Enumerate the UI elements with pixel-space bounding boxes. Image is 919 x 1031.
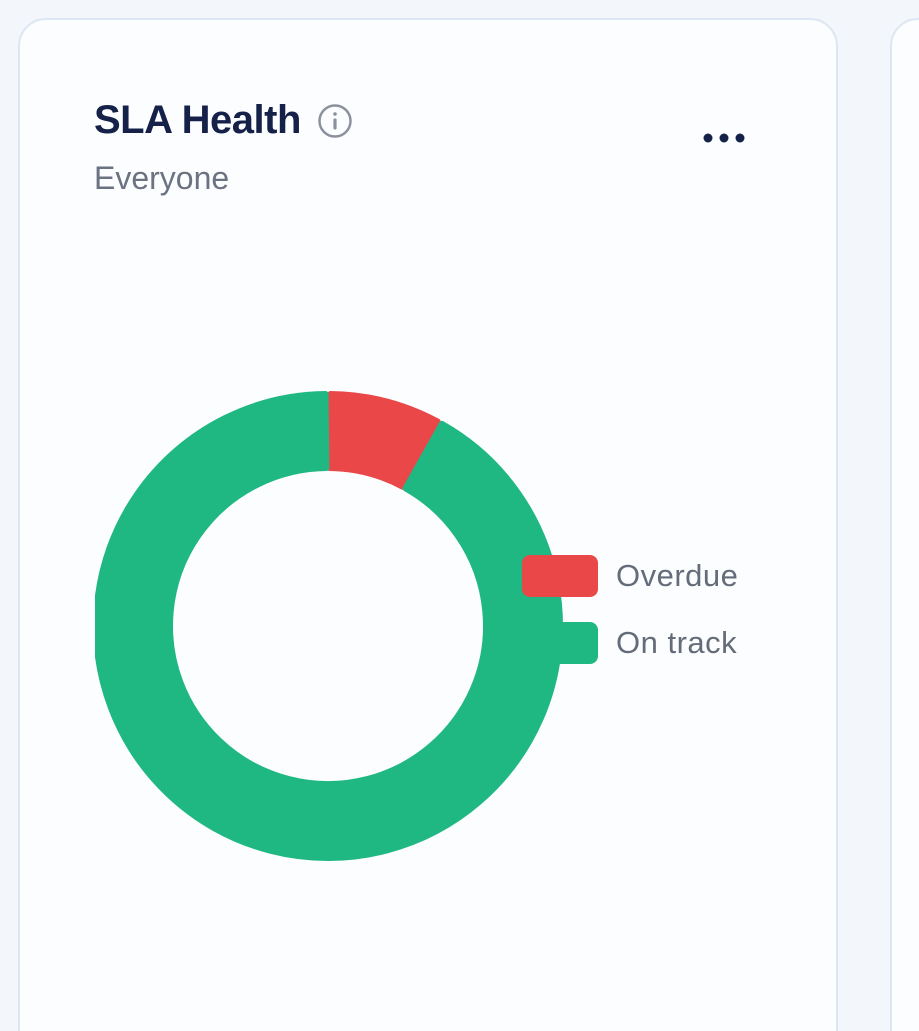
card-title: SLA Health [94,98,301,142]
donut-chart: Overdue On track [20,20,836,1031]
next-card-edge [890,18,919,1031]
legend-item-on-track[interactable]: On track [522,619,738,667]
legend-label-overdue: Overdue [616,558,739,593]
donut-chart-svg [95,391,563,861]
legend-label-on-track: On track [616,625,738,660]
card-subtitle: Everyone [94,160,230,196]
more-options-button[interactable] [692,118,756,158]
legend-swatch-overdue [522,555,598,597]
chart-legend: Overdue On track [522,552,738,686]
sla-health-card: SLA Health Everyone Overdue On track [18,18,838,1031]
info-icon[interactable] [317,103,353,139]
donut-slice-overdue[interactable] [326,391,441,490]
donut-chart-plot [95,360,595,880]
legend-item-overdue[interactable]: Overdue [522,552,738,600]
card-header: SLA Health [94,98,353,143]
donut-slice-on-track[interactable] [95,391,563,861]
legend-swatch-on-track [522,622,598,664]
more-horizontal-icon [703,133,745,143]
